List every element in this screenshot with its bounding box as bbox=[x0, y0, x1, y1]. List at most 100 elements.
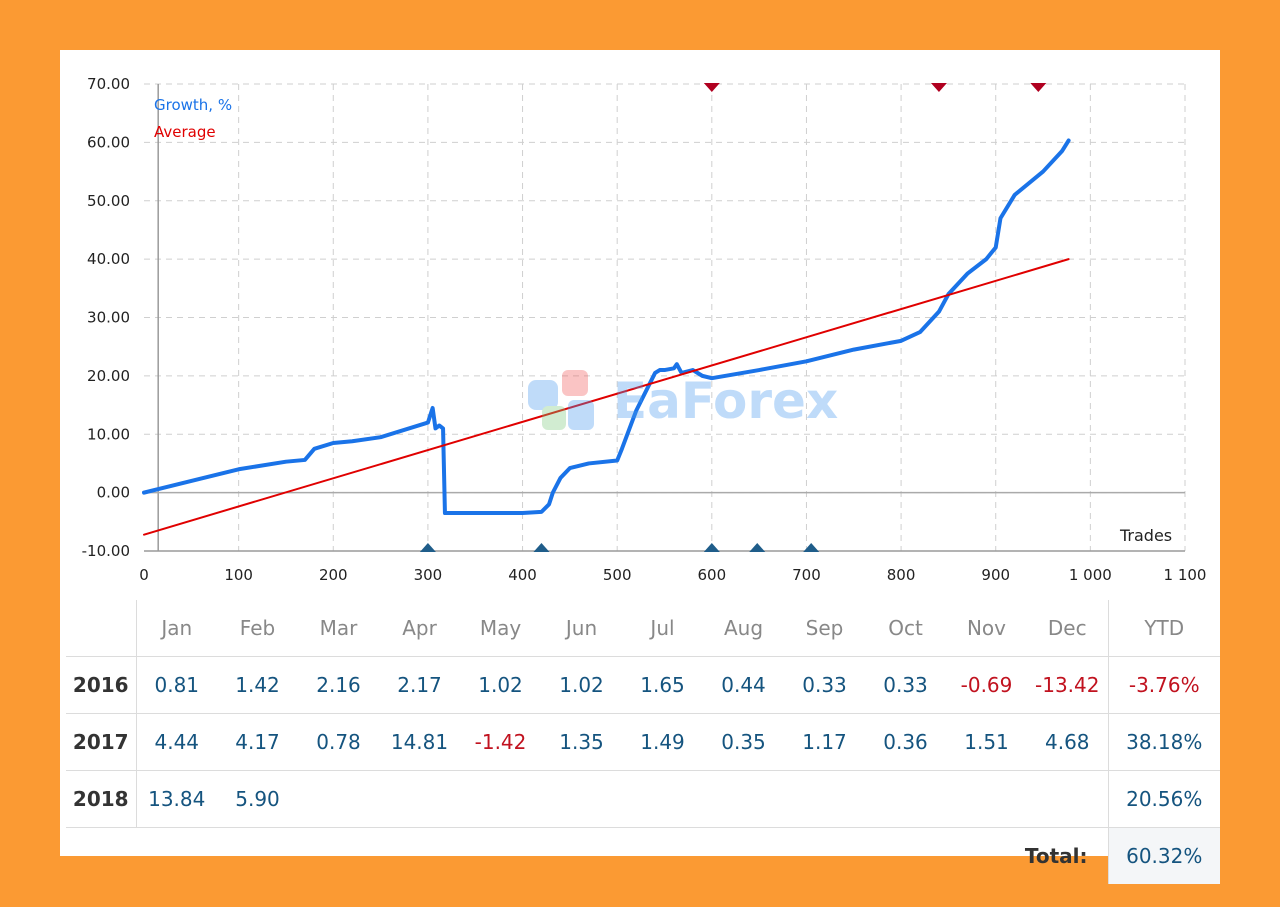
y-tick-label: 50.00 bbox=[87, 192, 130, 210]
x-axis-label: Trades bbox=[1119, 526, 1172, 545]
growth-chart: 70.00 60.00 50.00 40.00 30.00 20.00 10.00 0.00 -… bbox=[82, 75, 1207, 584]
year-cell: 2018 bbox=[66, 770, 137, 828]
watermark-logo: EaForex bbox=[518, 366, 888, 446]
value-cell bbox=[1027, 770, 1108, 828]
value-cell: 4.68 bbox=[1027, 713, 1108, 771]
value-cell: -0.69 bbox=[946, 656, 1027, 714]
value-cell bbox=[622, 770, 703, 828]
month-header: Jul bbox=[622, 600, 703, 657]
value-cell: 1.17 bbox=[784, 713, 865, 771]
legend-growth: Growth, % bbox=[154, 96, 232, 114]
year-header bbox=[66, 600, 137, 657]
value-cell bbox=[865, 770, 946, 828]
y-tick-label: 70.00 bbox=[87, 75, 130, 93]
grid-lines bbox=[144, 83, 1186, 552]
month-header: Dec bbox=[1027, 600, 1108, 657]
series bbox=[142, 138, 1071, 536]
table-row: 2016 0.81 1.42 2.16 2.17 1.02 1.02 1.65 … bbox=[66, 656, 1220, 714]
value-cell: 13.84 bbox=[136, 770, 217, 828]
year-cell: 2016 bbox=[66, 656, 137, 714]
value-cell: 0.36 bbox=[865, 713, 946, 771]
ytd-cell: -3.76% bbox=[1107, 656, 1220, 714]
year-cell: 2017 bbox=[66, 713, 137, 771]
bottom-marker bbox=[749, 543, 766, 552]
value-cell: 14.81 bbox=[379, 713, 460, 771]
tick-labels: 70.00 60.00 50.00 40.00 30.00 20.00 10.00 0.00 -… bbox=[82, 75, 1207, 584]
y-tick-label: 30.00 bbox=[87, 309, 130, 327]
table-row: 2017 4.44 4.17 0.78 14.81 -1.42 1.35 1.4… bbox=[66, 713, 1220, 771]
value-cell: 1.65 bbox=[622, 656, 703, 714]
month-header: Apr bbox=[379, 600, 460, 657]
growth-line bbox=[142, 138, 1071, 516]
x-tick-label: 1 000 bbox=[1069, 566, 1112, 584]
value-cell: 0.33 bbox=[865, 656, 946, 714]
month-header: May bbox=[460, 600, 541, 657]
value-cell: 4.17 bbox=[217, 713, 298, 771]
bottom-marker bbox=[803, 543, 820, 552]
value-cell: 1.02 bbox=[460, 656, 541, 714]
x-tick-label: 0 bbox=[139, 566, 149, 584]
value-cell bbox=[298, 770, 379, 828]
value-cell: 0.81 bbox=[136, 656, 217, 714]
value-cell bbox=[379, 770, 460, 828]
top-marker bbox=[930, 83, 947, 92]
value-cell: 0.44 bbox=[703, 656, 784, 714]
markers bbox=[419, 83, 1047, 552]
value-cell: 1.02 bbox=[541, 656, 622, 714]
x-tick-label: 500 bbox=[603, 566, 632, 584]
value-cell: 0.78 bbox=[298, 713, 379, 771]
total-label: Total: bbox=[1024, 844, 1088, 868]
month-header: Aug bbox=[703, 600, 784, 657]
value-cell: -13.42 bbox=[1027, 656, 1108, 714]
value-cell: 1.51 bbox=[946, 713, 1027, 771]
performance-table: Jan Feb Mar Apr May Jun Jul Aug Sep Oct … bbox=[66, 600, 1220, 884]
y-tick-label: 60.00 bbox=[87, 133, 130, 151]
table-row: 2018 13.84 5.90 20.56% bbox=[66, 770, 1220, 828]
x-tick-label: 600 bbox=[697, 566, 726, 584]
total-value: 60.32% bbox=[1107, 827, 1220, 884]
y-tick-label: 10.00 bbox=[87, 425, 130, 443]
value-cell: 4.44 bbox=[136, 713, 217, 771]
value-cell bbox=[460, 770, 541, 828]
month-header: Mar bbox=[298, 600, 379, 657]
value-cell: 1.35 bbox=[541, 713, 622, 771]
month-header: Sep bbox=[784, 600, 865, 657]
value-cell bbox=[541, 770, 622, 828]
month-header: Jan bbox=[136, 600, 217, 657]
bottom-marker bbox=[419, 543, 436, 552]
top-marker bbox=[703, 83, 720, 92]
axes bbox=[144, 84, 1185, 552]
x-tick-label: 900 bbox=[981, 566, 1010, 584]
y-tick-label: 0.00 bbox=[97, 484, 130, 502]
top-marker bbox=[1030, 83, 1047, 92]
value-cell bbox=[703, 770, 784, 828]
value-cell: -1.42 bbox=[460, 713, 541, 771]
y-tick-label: 20.00 bbox=[87, 367, 130, 385]
value-cell bbox=[946, 770, 1027, 828]
bottom-marker bbox=[703, 543, 720, 552]
bottom-marker bbox=[533, 543, 550, 552]
watermark-icon bbox=[528, 370, 594, 430]
value-cell: 0.35 bbox=[703, 713, 784, 771]
x-tick-label: 1 100 bbox=[1164, 566, 1207, 584]
x-tick-label: 700 bbox=[792, 566, 821, 584]
watermark-text: EaForex bbox=[613, 372, 839, 430]
month-header: Nov bbox=[946, 600, 1027, 657]
total-row: Total: 60.32% bbox=[66, 827, 1220, 884]
ytd-header: YTD bbox=[1107, 600, 1220, 657]
value-cell bbox=[784, 770, 865, 828]
value-cell: 0.33 bbox=[784, 656, 865, 714]
value-cell: 2.16 bbox=[298, 656, 379, 714]
average-line bbox=[143, 258, 1070, 536]
month-header: Oct bbox=[865, 600, 946, 657]
value-cell: 5.90 bbox=[217, 770, 298, 828]
value-cell: 1.42 bbox=[217, 656, 298, 714]
value-cell: 1.49 bbox=[622, 713, 703, 771]
y-tick-label: -10.00 bbox=[82, 542, 130, 560]
y-tick-label: 40.00 bbox=[87, 250, 130, 268]
ytd-cell: 20.56% bbox=[1107, 770, 1220, 828]
x-tick-label: 100 bbox=[224, 566, 253, 584]
ytd-cell: 38.18% bbox=[1107, 713, 1220, 771]
month-header: Jun bbox=[541, 600, 622, 657]
x-tick-label: 800 bbox=[887, 566, 916, 584]
